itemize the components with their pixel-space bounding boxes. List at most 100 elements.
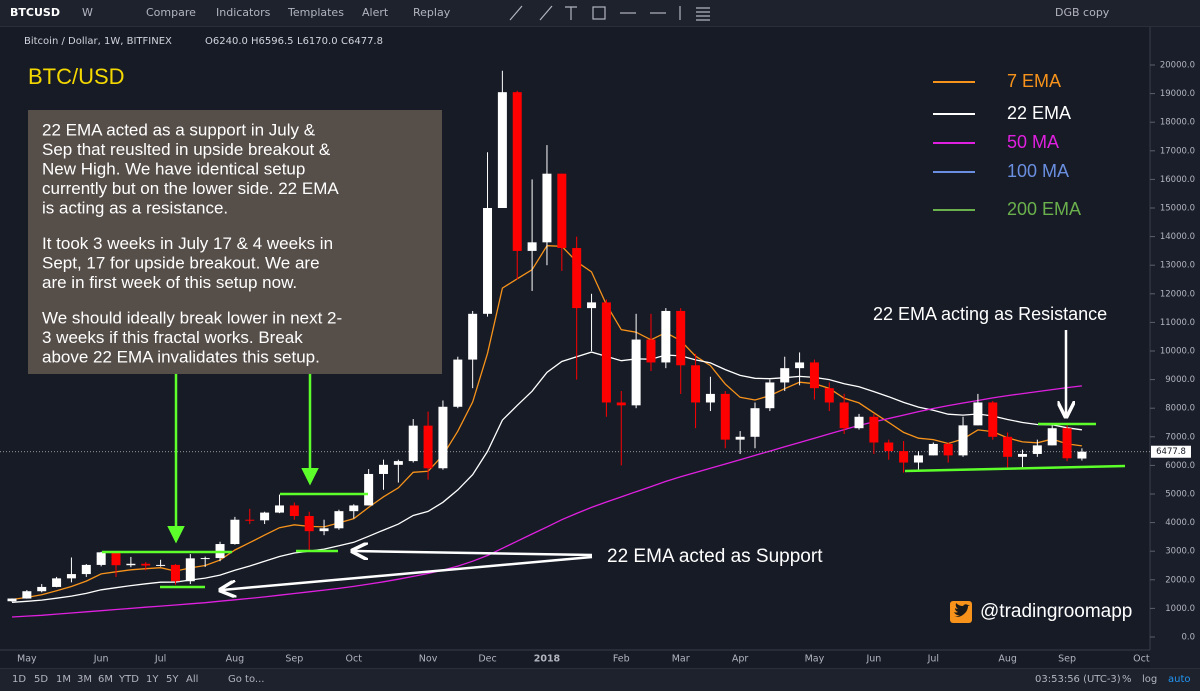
candle-body bbox=[260, 512, 270, 521]
arrow bbox=[222, 555, 593, 590]
templates[interactable]: Templates bbox=[288, 6, 344, 19]
x-tick-label: Dec bbox=[478, 654, 496, 665]
candle-body bbox=[646, 339, 656, 363]
candle-body bbox=[557, 173, 567, 249]
candle-body bbox=[96, 552, 106, 565]
candle-body bbox=[81, 564, 91, 575]
layout-name[interactable]: DGB copy bbox=[1055, 6, 1110, 19]
x-tick-label: Feb bbox=[613, 654, 630, 665]
candle-body bbox=[274, 505, 284, 513]
candle-body bbox=[230, 519, 240, 545]
candle-body bbox=[1032, 445, 1042, 454]
range[interactable]: 5D bbox=[34, 674, 49, 685]
percent-scale[interactable]: % bbox=[1122, 674, 1132, 685]
go-to[interactable]: Go to... bbox=[228, 674, 265, 685]
legend-label: 50 MA bbox=[1007, 132, 1059, 152]
range[interactable]: 1Y bbox=[146, 674, 159, 685]
range[interactable]: 1D bbox=[12, 674, 27, 685]
symbol[interactable]: BTCUSD bbox=[10, 6, 60, 19]
candle-body bbox=[780, 368, 790, 383]
arrow bbox=[354, 551, 593, 555]
range[interactable]: 6M bbox=[98, 674, 113, 685]
note-line: is acting as a resistance. bbox=[42, 198, 228, 217]
range[interactable]: 5Y bbox=[166, 674, 179, 685]
twitter-bird bbox=[954, 603, 970, 617]
ohlc-high: H6596.5 bbox=[251, 36, 294, 47]
auto-scale[interactable]: auto bbox=[1168, 674, 1191, 685]
interval[interactable]: W bbox=[82, 6, 93, 19]
range[interactable]: 3M bbox=[77, 674, 92, 685]
candle-body bbox=[364, 473, 374, 506]
y-tick-label: 20000.0 bbox=[1160, 61, 1195, 71]
candle-body bbox=[170, 564, 180, 582]
bottom-bar: 1D 5D 1M 3M 6M YTD 1Y 5Y All Go to... 03… bbox=[0, 668, 1200, 691]
candle-body bbox=[765, 382, 775, 409]
last-price-label: 6477.8 bbox=[1156, 447, 1186, 457]
y-tick-label: 8000.0 bbox=[1165, 404, 1195, 414]
log-scale[interactable]: log bbox=[1142, 674, 1158, 685]
ohlc-close: C6477.8 bbox=[341, 36, 383, 47]
candle-body bbox=[512, 92, 522, 251]
support-line bbox=[904, 464, 1126, 473]
candle-body bbox=[616, 402, 626, 406]
y-tick-label: 2000.0 bbox=[1165, 575, 1195, 585]
candle-body bbox=[468, 313, 478, 360]
compare[interactable]: Compare bbox=[146, 6, 196, 19]
note-line: 3 weeks if this fractal works. Break bbox=[42, 328, 303, 347]
note-line: New High. We have identical setup bbox=[42, 159, 305, 178]
candle-body bbox=[601, 302, 611, 403]
x-tick-label: May bbox=[17, 654, 37, 665]
candle-body bbox=[1047, 428, 1057, 446]
candle-body bbox=[973, 402, 983, 426]
toolbar: BTCUSD W Compare Indicators Templates Al… bbox=[0, 0, 1200, 27]
candle-body bbox=[1017, 453, 1027, 457]
y-tick-label: 7000.0 bbox=[1165, 432, 1195, 442]
candle-body bbox=[750, 408, 760, 437]
candle-body bbox=[304, 516, 314, 532]
last-price-tag bbox=[1151, 445, 1191, 458]
x-tick-label: Aug bbox=[998, 654, 1017, 665]
candle-body bbox=[587, 302, 597, 309]
candle-body bbox=[720, 393, 730, 440]
range[interactable]: 1M bbox=[56, 674, 71, 685]
replay[interactable]: Replay bbox=[413, 6, 451, 19]
candle-body bbox=[408, 425, 418, 462]
candle-body bbox=[22, 591, 32, 599]
x-tick-label: Jul bbox=[154, 654, 166, 665]
indicators[interactable]: Indicators bbox=[216, 6, 271, 19]
y-tick-label: 11000.0 bbox=[1160, 318, 1195, 328]
candle-body bbox=[988, 402, 998, 437]
candle-body bbox=[379, 464, 388, 474]
candle-body bbox=[705, 393, 715, 403]
candle-body bbox=[1003, 436, 1013, 457]
candle-body bbox=[289, 505, 299, 517]
range[interactable]: YTD bbox=[119, 674, 139, 685]
user-drawings bbox=[102, 330, 1126, 590]
x-tick-label: Aug bbox=[226, 654, 245, 665]
alert[interactable]: Alert bbox=[362, 6, 389, 19]
candle-body bbox=[661, 310, 671, 363]
y-tick-label: 0.0 bbox=[1181, 632, 1195, 642]
y-tick-label: 17000.0 bbox=[1160, 146, 1195, 156]
y-tick-label: 4000.0 bbox=[1165, 518, 1195, 528]
note-line: It took 3 weeks in July 17 & 4 weeks in bbox=[42, 234, 333, 253]
x-tick-label: Apr bbox=[732, 654, 749, 665]
x-tick-label: Jun bbox=[865, 654, 881, 665]
y-tick-label: 1000.0 bbox=[1165, 604, 1195, 614]
candle-body bbox=[7, 598, 17, 602]
range[interactable]: All bbox=[186, 674, 199, 685]
drawing-tools[interactable] bbox=[500, 2, 720, 24]
note-line: above 22 EMA invalidates this setup. bbox=[42, 347, 320, 366]
candle-body bbox=[66, 574, 76, 579]
candle-body bbox=[141, 563, 151, 566]
clock: 03:53:56 (UTC-3) bbox=[1035, 674, 1121, 685]
y-tick-label: 15000.0 bbox=[1160, 204, 1195, 214]
y-tick-label: 16000.0 bbox=[1160, 175, 1195, 185]
candle-body bbox=[542, 173, 552, 243]
x-tick-label: May bbox=[805, 654, 825, 665]
x-tick-label: Oct bbox=[1133, 654, 1150, 665]
x-tick-label: Jul bbox=[927, 654, 939, 665]
candle-body bbox=[631, 339, 641, 406]
